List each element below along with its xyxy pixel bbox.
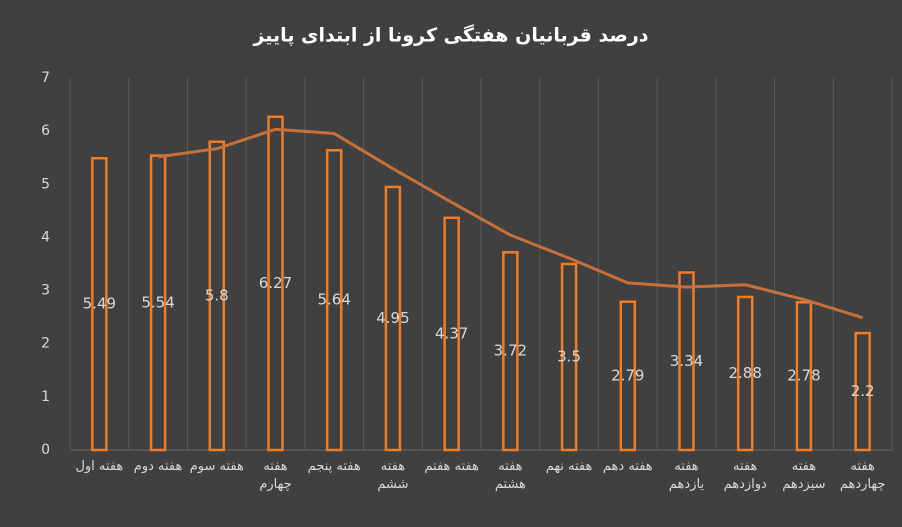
bar (736, 295, 754, 452)
x-tick-label: هفته پنجم (307, 459, 361, 474)
y-tick-label: 3 (41, 283, 50, 299)
x-tick-label: هفته دهم (602, 459, 653, 474)
x-tick-label: هفته یازدهم (668, 459, 705, 492)
data-label: 6.27 (259, 274, 292, 292)
y-tick-label: 6 (41, 123, 50, 139)
data-label: 2.2 (851, 382, 875, 400)
chart-title: درصد قربانیان هفتگی کرونا از ابتدای پایی… (252, 24, 648, 47)
data-label: 4.95 (376, 309, 409, 327)
x-tick-label: هفته چهاردهم (839, 459, 886, 492)
data-label: 2.79 (611, 366, 644, 384)
x-tick-label: هفته سیزدهم (782, 459, 826, 492)
data-label: 5.54 (141, 293, 174, 311)
data-label: 5.64 (318, 291, 351, 309)
bar (678, 271, 695, 452)
data-label: 2.78 (787, 367, 820, 385)
bar (619, 300, 637, 452)
data-label: 3.72 (494, 342, 527, 360)
bar (795, 301, 813, 452)
bar (208, 140, 226, 452)
x-tick-label: هفته سوم (189, 459, 244, 474)
y-tick-label: 0 (41, 442, 50, 458)
x-tick-label: هفته اول (75, 459, 124, 474)
x-tick-label: هفته هشتم (494, 459, 526, 492)
trend-line (157, 127, 864, 320)
bar (443, 216, 460, 452)
x-tick-label: هفته چهارم (259, 459, 292, 492)
data-label: 2.88 (729, 364, 762, 382)
bar (325, 149, 343, 452)
data-label: 3.34 (670, 352, 703, 370)
x-tick-label: هفته دوازدهم (723, 459, 767, 492)
y-tick-label: 1 (41, 389, 50, 405)
data-label: 5.49 (83, 295, 116, 313)
bar (854, 331, 871, 452)
bar (91, 156, 108, 452)
data-label: 3.5 (557, 348, 581, 366)
x-tick-label: هفته نهم (545, 459, 593, 474)
data-label: 4.37 (435, 324, 468, 342)
bar (560, 262, 578, 452)
bar (384, 185, 402, 452)
y-tick-label: 7 (41, 70, 50, 86)
data-label: 5.8 (205, 286, 229, 304)
bar (502, 251, 519, 452)
bar (267, 115, 284, 452)
y-tick-label: 5 (41, 176, 50, 192)
x-tick-label: هفته دوم (133, 459, 183, 474)
x-tick-label: هفته ششم (377, 459, 409, 492)
y-tick-label: 2 (41, 336, 50, 352)
y-tick-label: 4 (41, 229, 50, 245)
x-tick-label: هفته هفتم (424, 459, 479, 474)
